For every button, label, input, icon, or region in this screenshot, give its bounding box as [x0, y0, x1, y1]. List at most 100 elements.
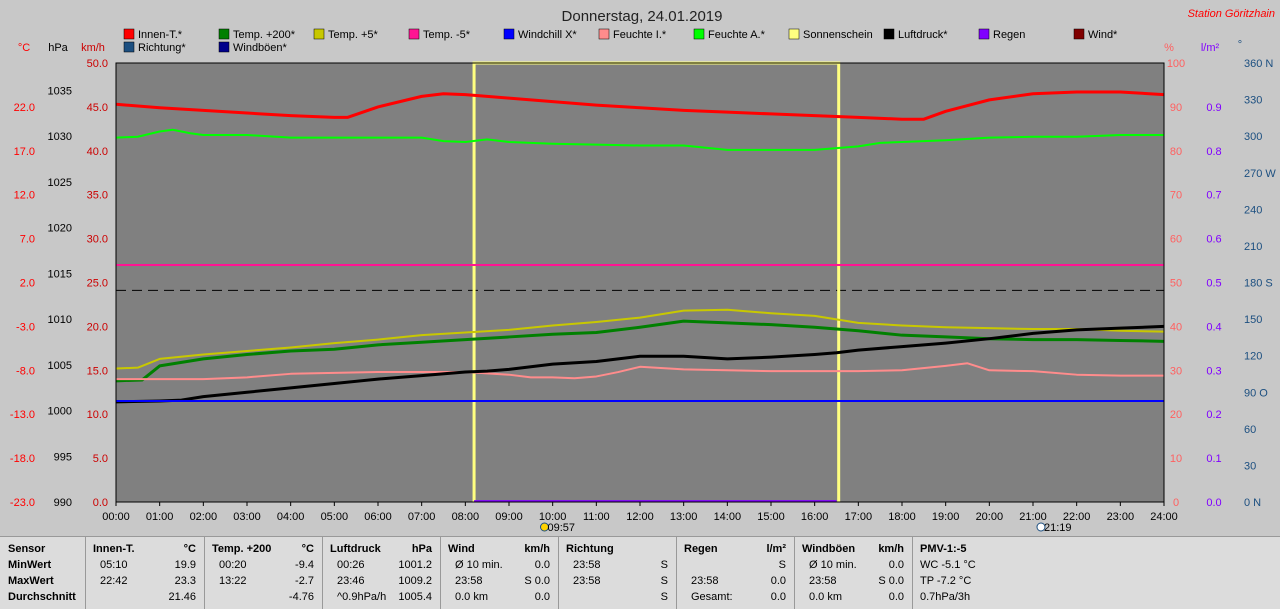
stats-regen-r2-value: 0.0 [770, 575, 786, 587]
stats-innen-r2-time: 22:42 [100, 575, 128, 587]
tick-degree: 270 W [1244, 168, 1276, 180]
legend-label: Temp. +200* [233, 29, 296, 41]
axis-unit-percent: % [1164, 42, 1174, 54]
tick-hpa: 1000 [48, 406, 72, 418]
tick-kmh: 30.0 [87, 234, 108, 246]
tick-kmh: 0.0 [93, 497, 108, 509]
stats-innen-unit: °C [183, 543, 196, 555]
tick-time: 01:00 [146, 511, 174, 523]
stats-regen-r2-time: 23:58 [691, 575, 719, 587]
legend-swatch [218, 28, 230, 40]
stats-luftdruck-r1-time: 00:26 [337, 559, 365, 571]
tick-lm2: 0.2 [1206, 409, 1221, 421]
stats-luftdruck-r3-time: ^0.9hPa/h [337, 591, 387, 603]
tick-lm2: 0.9 [1206, 102, 1221, 114]
legend-swatch [883, 28, 895, 40]
tick-celsius: -13.0 [10, 409, 35, 421]
stats-wind-r2-time: 23:58 [455, 575, 483, 587]
tick-percent: 50 [1170, 278, 1182, 290]
legend-swatch [693, 28, 705, 40]
axis-unit-degree: ° [1238, 39, 1242, 51]
tick-time: 11:00 [583, 511, 610, 523]
legend-swatch [598, 28, 610, 40]
tick-percent: 80 [1170, 146, 1182, 158]
stats-temp200-column: Temp. +200 °C 00:20 -9.4 13:22 -2.7 -4.76 [205, 537, 323, 609]
legend-label: Regen [993, 29, 1025, 41]
tick-lm2: 0.6 [1206, 234, 1221, 246]
stats-temp200-r1-value: -9.4 [295, 559, 314, 571]
marker-time: 09:57 [547, 522, 575, 534]
tick-celsius: -18.0 [10, 453, 35, 465]
legend-label: Windböen* [233, 42, 288, 54]
tick-time: 23:00 [1107, 511, 1135, 523]
stats-windboeen-r2-time: 23:58 [809, 575, 837, 587]
stats-richtung-r2-value: S [660, 575, 668, 587]
tick-kmh: 10.0 [87, 409, 108, 421]
legend-swatch [408, 28, 420, 40]
tick-percent: 40 [1170, 321, 1182, 333]
tick-lm2: 0.4 [1206, 321, 1221, 333]
stats-regen-unit: l/m² [766, 543, 786, 555]
stats-windboeen-r3-value: 0.0 [888, 591, 904, 603]
stats-row-avg: Durchschnitt [8, 591, 76, 603]
tick-celsius: -23.0 [10, 497, 35, 509]
tick-hpa: 990 [54, 497, 72, 509]
tick-time: 08:00 [452, 511, 480, 523]
stats-innen-column: Innen-T. °C 05:10 19.9 22:42 23.3 21.46 [86, 537, 205, 609]
tick-celsius: 7.0 [20, 234, 35, 246]
stats-wind-r3-time: 0.0 km [455, 591, 489, 603]
legend-label: Wind* [1088, 29, 1118, 41]
tick-hpa: 1025 [48, 177, 72, 189]
stats-innen-r3-value: 21.46 [168, 591, 196, 603]
tick-time: 20:00 [976, 511, 1004, 523]
stats-wind-column: Wind km/h Ø 10 min. 0.0 23:58 S 0.0 0.0 km 0.0 [441, 537, 559, 609]
legend-label: Feuchte A.* [708, 29, 766, 41]
tick-time: 09:00 [495, 511, 523, 523]
chart-title: Donnerstag, 24.01.2019 [562, 8, 723, 25]
tick-kmh: 45.0 [87, 102, 108, 114]
stats-windboeen-r1-value: 0.0 [888, 559, 904, 571]
stats-temp200-header: Temp. +200 [212, 543, 272, 555]
stats-richtung-r2-time: 23:58 [573, 575, 601, 587]
tick-time: 06:00 [364, 511, 392, 523]
legend-swatch [123, 28, 135, 40]
legend-label: Luftdruck* [898, 29, 948, 41]
tick-percent: 70 [1170, 190, 1182, 202]
stats-windboeen-unit: km/h [878, 543, 904, 555]
tick-hpa: 1035 [48, 85, 72, 97]
tick-celsius: 2.0 [20, 278, 35, 290]
legend-swatch [123, 41, 135, 53]
series-temp5 [115, 308, 1165, 370]
tick-percent: 0 [1173, 497, 1179, 509]
statistics-table: Sensor MinWert MaxWert Durchschnitt Inne… [0, 536, 1280, 609]
tick-celsius: 12.0 [14, 190, 35, 202]
axis-unit-celsius: °C [18, 42, 30, 54]
stats-luftdruck-header: Luftdruck [330, 543, 381, 555]
tick-time: 14:00 [714, 511, 742, 523]
legend-label: Richtung* [138, 42, 186, 54]
stats-luftdruck-r2-time: 23:46 [337, 575, 365, 587]
tick-degree: 300 [1244, 131, 1262, 143]
tick-time: 07:00 [408, 511, 436, 523]
tick-lm2: 0.8 [1206, 146, 1221, 158]
tick-degree: 60 [1244, 424, 1256, 436]
tick-time: 00:00 [102, 511, 130, 523]
stats-innen-r1-value: 19.9 [174, 559, 196, 571]
tick-kmh: 40.0 [87, 146, 108, 158]
legend-label: Feuchte I.* [613, 29, 667, 41]
stats-regen-r1-value: S [778, 559, 786, 571]
legend-label: Innen-T.* [138, 29, 183, 41]
axis-unit-kmh: km/h [81, 42, 105, 54]
legend-label: Temp. -5* [423, 29, 471, 41]
stats-luftdruck-r3-value: 1005.4 [398, 591, 432, 603]
stats-windboeen-r2-value: S 0.0 [878, 575, 904, 587]
tick-time: 05:00 [321, 511, 349, 523]
stats-regen-r3-value: 0.0 [770, 591, 786, 603]
marker-time: 21:19 [1044, 522, 1072, 534]
stats-windboeen-r3-time: 0.0 km [809, 591, 843, 603]
stats-wind-r2-value: S 0.0 [524, 575, 550, 587]
moon-icon [1036, 522, 1046, 532]
tick-degree: 30 [1244, 460, 1256, 472]
tick-time: 03:00 [233, 511, 261, 523]
